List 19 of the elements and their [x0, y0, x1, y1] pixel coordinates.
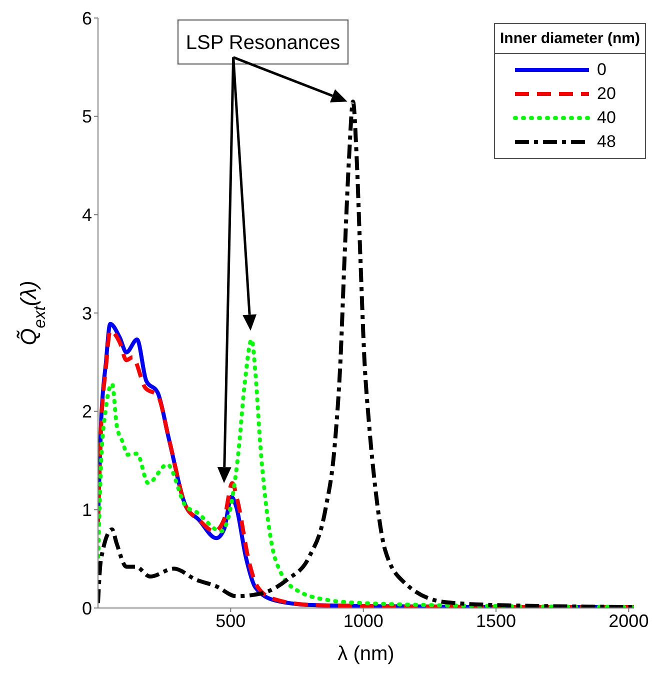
x-tick-label: 500: [216, 610, 246, 631]
annotation: LSP Resonances: [186, 32, 340, 54]
y-tick-label: 1: [82, 500, 92, 520]
text-box: LSP Resonances: [178, 20, 348, 64]
x-tick-label: 1500: [476, 610, 516, 631]
x-tick-label: 2000: [608, 610, 649, 631]
y-tick-label: 6: [82, 8, 92, 28]
y-tick-label: 3: [82, 303, 92, 324]
y-tick-label: 5: [82, 106, 92, 127]
legend-title: Inner diameter (nm): [495, 24, 645, 54]
y-tick-label: 0: [82, 598, 92, 618]
y-tick-label: 4: [82, 205, 92, 226]
legend-label: 48: [597, 132, 617, 152]
y-tick-label: 2: [82, 402, 92, 422]
legend-label: 20: [597, 84, 617, 104]
x-axis-title: λ (nm): [338, 643, 394, 665]
legend-label: 40: [597, 108, 617, 128]
legend-label: 0: [597, 60, 608, 80]
x-tick-label: 1000: [343, 610, 384, 631]
